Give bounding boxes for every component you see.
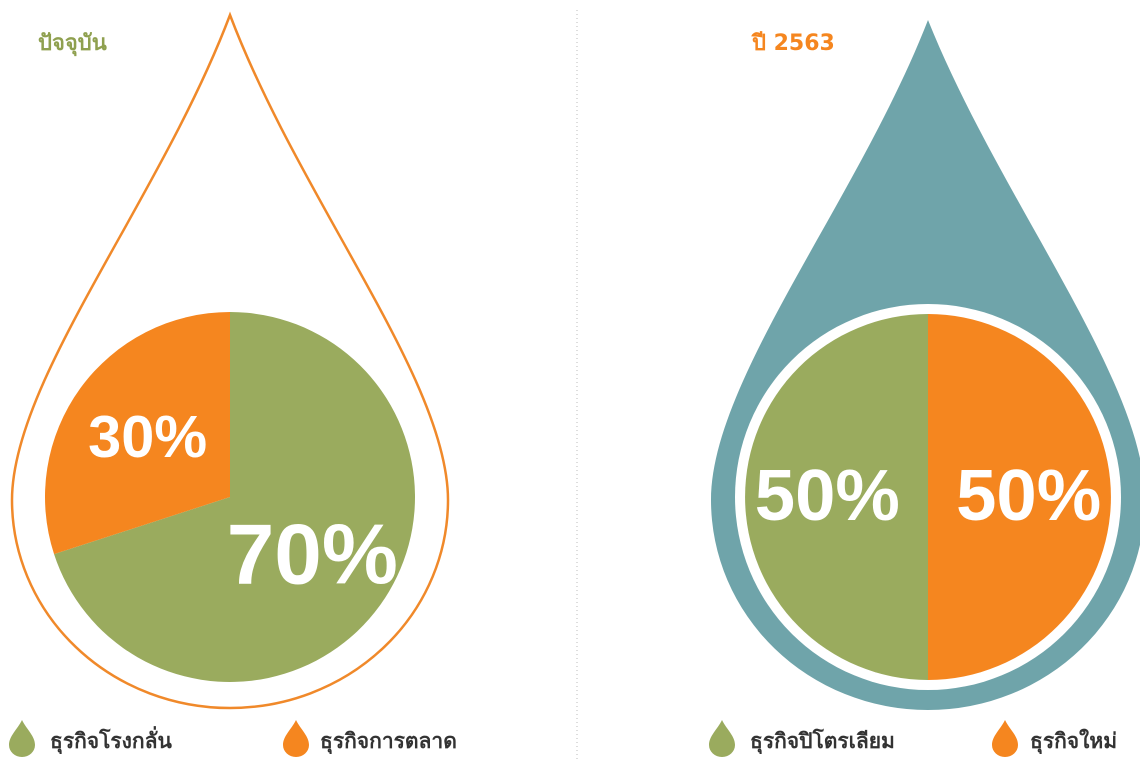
slice-label: 30% <box>88 403 207 470</box>
legend-label: ธุรกิจการตลาด <box>320 729 457 755</box>
chart-title: ปี 2563 <box>751 31 835 56</box>
legend-icon <box>283 720 309 757</box>
chart-title: ปัจจุบัน <box>38 31 107 57</box>
legend-icon <box>709 720 735 757</box>
pie-slice <box>44 312 230 555</box>
pie-slice <box>928 314 1111 680</box>
legend-icon <box>9 720 35 757</box>
legend-icon <box>992 720 1018 757</box>
slice-label: 50% <box>956 455 1101 536</box>
legend-label: ธุรกิจใหม่ <box>1030 728 1117 755</box>
pie-slice <box>54 312 416 682</box>
slice-label: 50% <box>755 455 900 536</box>
legend-label: ธุรกิจโรงกลั่น <box>50 725 173 755</box>
legend-label: ธุรกิจปิโตรเลียม <box>750 728 895 755</box>
slice-label: 70% <box>227 507 398 602</box>
pie-slice <box>745 314 928 680</box>
drop-outline <box>10 11 450 710</box>
